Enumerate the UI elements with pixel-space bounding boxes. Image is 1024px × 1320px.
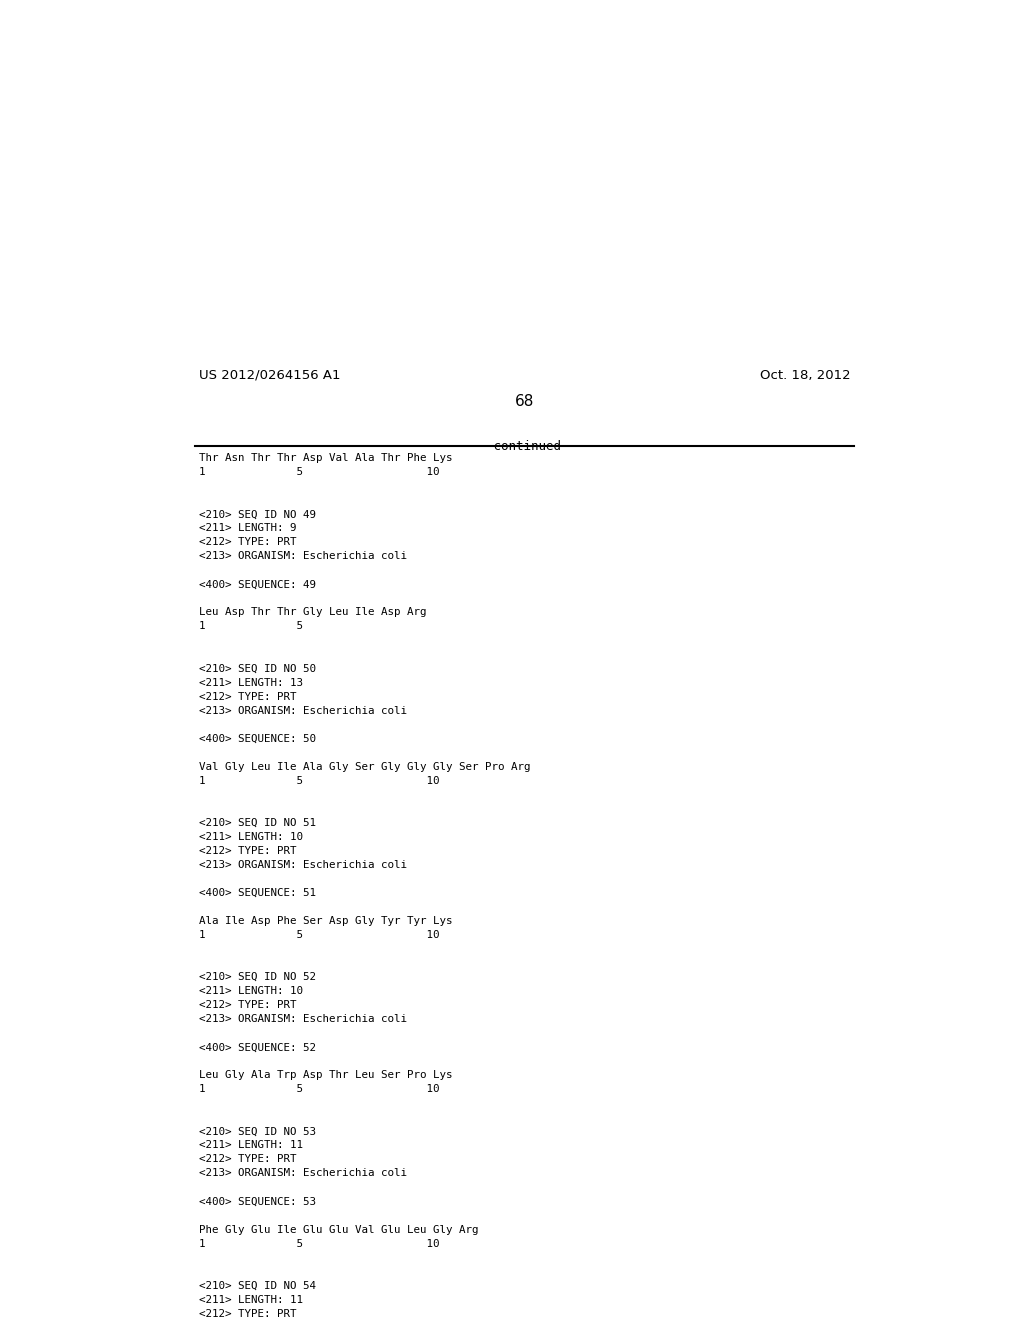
Text: <210> SEQ ID NO 52: <210> SEQ ID NO 52 <box>200 972 316 982</box>
Text: US 2012/0264156 A1: US 2012/0264156 A1 <box>200 368 341 381</box>
Text: <400> SEQUENCE: 49: <400> SEQUENCE: 49 <box>200 579 316 590</box>
Text: <211> LENGTH: 13: <211> LENGTH: 13 <box>200 677 303 688</box>
Text: <213> ORGANISM: Escherichia coli: <213> ORGANISM: Escherichia coli <box>200 706 408 715</box>
Text: Phe Gly Glu Ile Glu Glu Val Glu Leu Gly Arg: Phe Gly Glu Ile Glu Glu Val Glu Leu Gly … <box>200 1225 479 1234</box>
Text: <211> LENGTH: 10: <211> LENGTH: 10 <box>200 832 303 842</box>
Text: <213> ORGANISM: Escherichia coli: <213> ORGANISM: Escherichia coli <box>200 552 408 561</box>
Text: <210> SEQ ID NO 53: <210> SEQ ID NO 53 <box>200 1126 316 1137</box>
Text: 1              5                   10: 1 5 10 <box>200 1084 440 1094</box>
Text: 1              5                   10: 1 5 10 <box>200 931 440 940</box>
Text: <400> SEQUENCE: 51: <400> SEQUENCE: 51 <box>200 888 316 898</box>
Text: <212> TYPE: PRT: <212> TYPE: PRT <box>200 1155 297 1164</box>
Text: <400> SEQUENCE: 50: <400> SEQUENCE: 50 <box>200 734 316 743</box>
Text: <212> TYPE: PRT: <212> TYPE: PRT <box>200 1308 297 1319</box>
Text: <210> SEQ ID NO 49: <210> SEQ ID NO 49 <box>200 510 316 519</box>
Text: <210> SEQ ID NO 54: <210> SEQ ID NO 54 <box>200 1280 316 1291</box>
Text: <211> LENGTH: 9: <211> LENGTH: 9 <box>200 523 297 533</box>
Text: Ala Ile Asp Phe Ser Asp Gly Tyr Tyr Lys: Ala Ile Asp Phe Ser Asp Gly Tyr Tyr Lys <box>200 916 453 927</box>
Text: <211> LENGTH: 10: <211> LENGTH: 10 <box>200 986 303 997</box>
Text: <212> TYPE: PRT: <212> TYPE: PRT <box>200 846 297 855</box>
Text: <400> SEQUENCE: 52: <400> SEQUENCE: 52 <box>200 1043 316 1052</box>
Text: <213> ORGANISM: Escherichia coli: <213> ORGANISM: Escherichia coli <box>200 859 408 870</box>
Text: <212> TYPE: PRT: <212> TYPE: PRT <box>200 537 297 548</box>
Text: <210> SEQ ID NO 51: <210> SEQ ID NO 51 <box>200 818 316 828</box>
Text: 1              5                   10: 1 5 10 <box>200 1238 440 1249</box>
Text: -continued: -continued <box>487 440 562 453</box>
Text: Thr Asn Thr Thr Asp Val Ala Thr Phe Lys: Thr Asn Thr Thr Asp Val Ala Thr Phe Lys <box>200 453 453 463</box>
Text: Leu Asp Thr Thr Gly Leu Ile Asp Arg: Leu Asp Thr Thr Gly Leu Ile Asp Arg <box>200 607 427 618</box>
Text: Val Gly Leu Ile Ala Gly Ser Gly Gly Gly Ser Pro Arg: Val Gly Leu Ile Ala Gly Ser Gly Gly Gly … <box>200 762 530 772</box>
Text: Oct. 18, 2012: Oct. 18, 2012 <box>760 368 850 381</box>
Text: <212> TYPE: PRT: <212> TYPE: PRT <box>200 692 297 702</box>
Text: <211> LENGTH: 11: <211> LENGTH: 11 <box>200 1295 303 1304</box>
Text: 1              5                   10: 1 5 10 <box>200 467 440 478</box>
Text: <400> SEQUENCE: 53: <400> SEQUENCE: 53 <box>200 1196 316 1206</box>
Text: 1              5                   10: 1 5 10 <box>200 776 440 785</box>
Text: 1              5: 1 5 <box>200 622 303 631</box>
Text: 68: 68 <box>515 395 535 409</box>
Text: <213> ORGANISM: Escherichia coli: <213> ORGANISM: Escherichia coli <box>200 1168 408 1179</box>
Text: <213> ORGANISM: Escherichia coli: <213> ORGANISM: Escherichia coli <box>200 1014 408 1024</box>
Text: <210> SEQ ID NO 50: <210> SEQ ID NO 50 <box>200 664 316 673</box>
Text: Leu Gly Ala Trp Asp Thr Leu Ser Pro Lys: Leu Gly Ala Trp Asp Thr Leu Ser Pro Lys <box>200 1071 453 1080</box>
Text: <212> TYPE: PRT: <212> TYPE: PRT <box>200 1001 297 1010</box>
Text: <211> LENGTH: 11: <211> LENGTH: 11 <box>200 1140 303 1151</box>
